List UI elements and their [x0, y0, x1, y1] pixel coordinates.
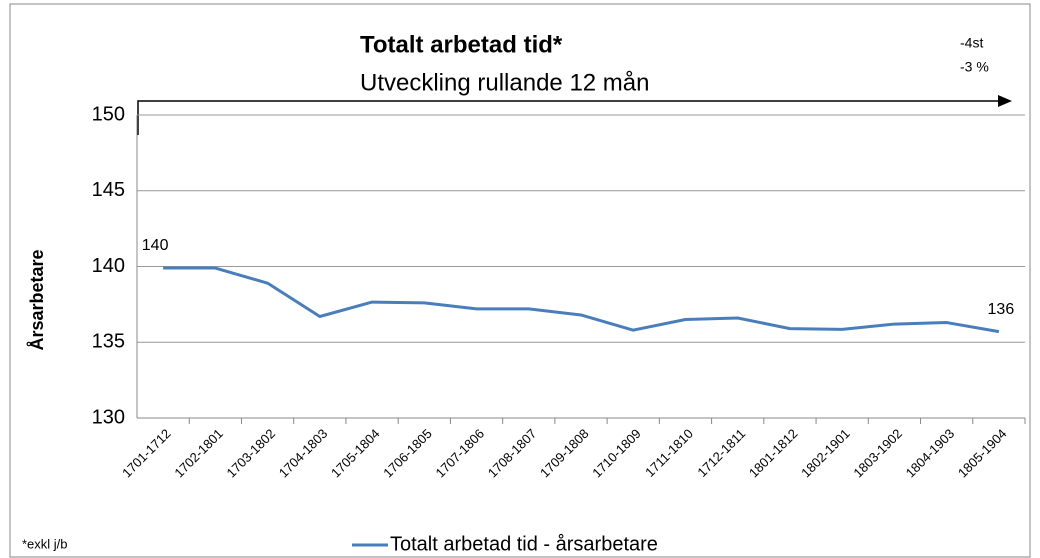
line: [163, 266, 1000, 334]
y-tick-label: 140: [92, 255, 125, 277]
y-tick-label: 135: [92, 331, 125, 353]
arrow: [137, 100, 1008, 135]
chart-title: Totalt arbetad tid*: [360, 31, 563, 58]
data-label: 140: [142, 237, 169, 254]
chart-subtitle: Utveckling rullande 12 mån: [360, 69, 650, 96]
chart-frame: [9, 3, 1031, 558]
footnote: *exkl j/b: [22, 536, 68, 551]
annotation: -4st: [960, 35, 983, 51]
data-label: 136: [988, 301, 1015, 318]
annotation: -3 %: [960, 59, 989, 75]
arrow-head: [998, 95, 1012, 107]
legend-label: Totalt arbetad tid - årsarbetare: [390, 533, 658, 555]
y-axis-label: Årsarbetare: [27, 249, 47, 350]
y-tick-label: 145: [92, 179, 125, 201]
y-tick-label: 150: [92, 103, 125, 125]
y-tick-label: 130: [92, 406, 125, 428]
